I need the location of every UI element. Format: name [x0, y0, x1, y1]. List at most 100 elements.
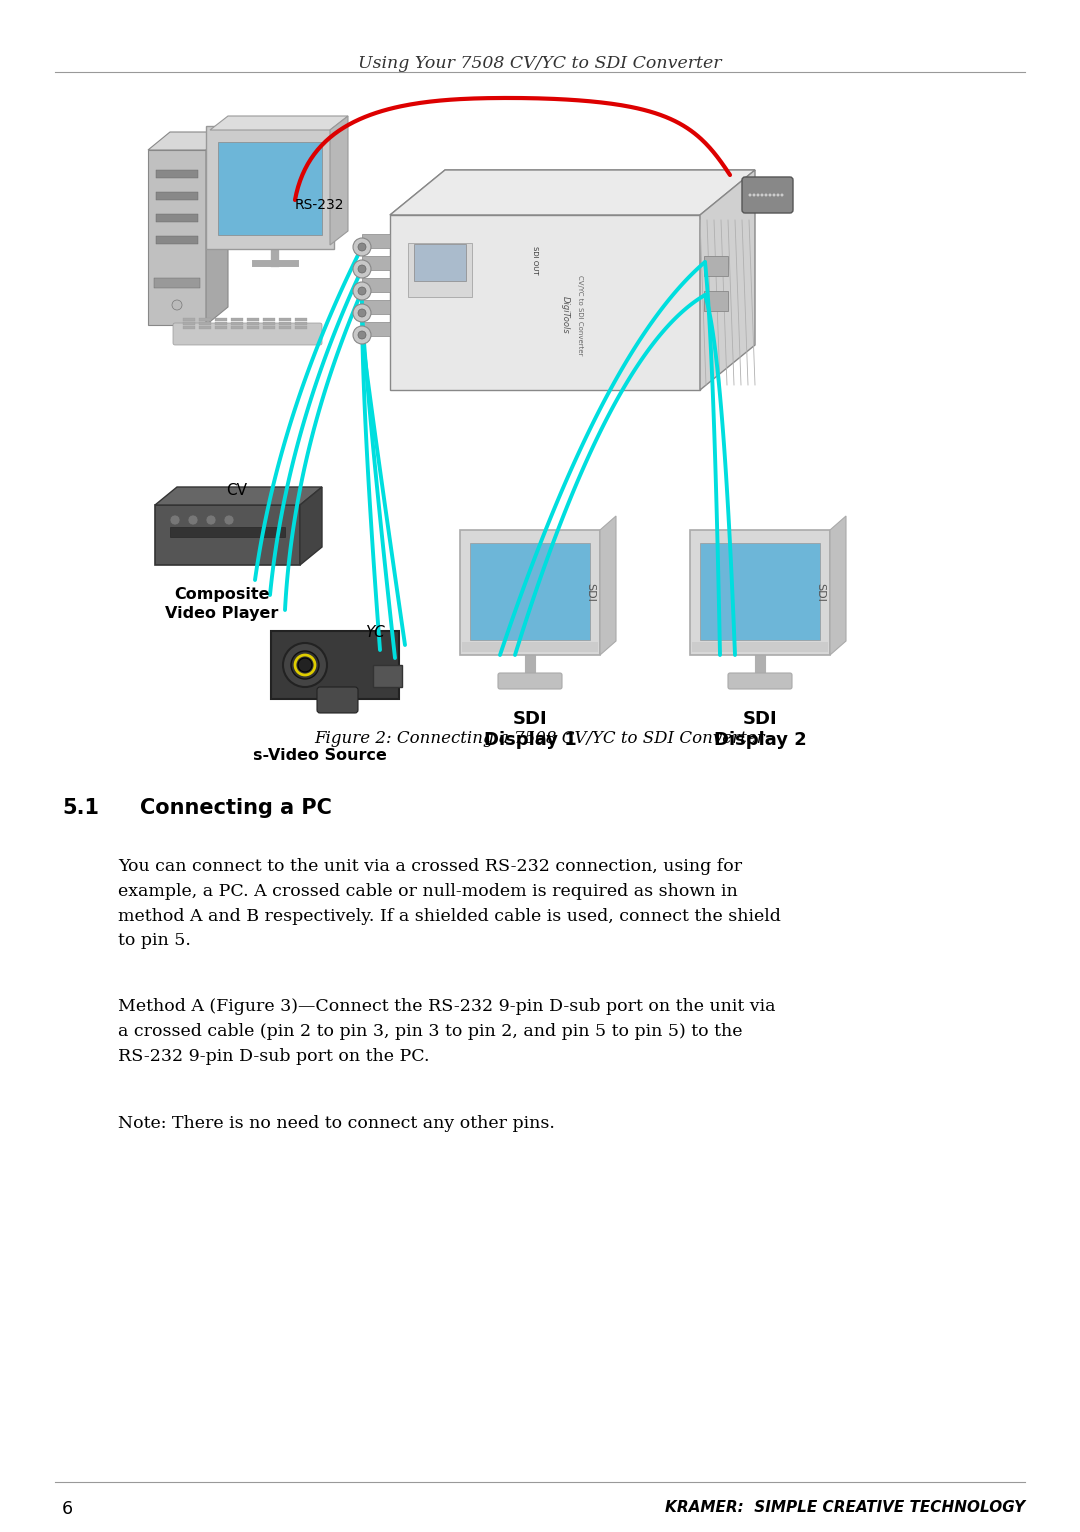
Circle shape	[357, 244, 366, 251]
FancyBboxPatch shape	[498, 673, 562, 689]
Polygon shape	[156, 487, 322, 506]
FancyBboxPatch shape	[408, 244, 472, 297]
FancyBboxPatch shape	[692, 642, 828, 653]
Circle shape	[206, 515, 216, 525]
FancyBboxPatch shape	[295, 322, 307, 325]
FancyBboxPatch shape	[470, 542, 590, 640]
FancyBboxPatch shape	[173, 323, 322, 345]
Text: SDI: SDI	[585, 582, 595, 602]
FancyBboxPatch shape	[460, 530, 600, 656]
FancyBboxPatch shape	[264, 326, 275, 329]
FancyBboxPatch shape	[728, 673, 792, 689]
FancyBboxPatch shape	[170, 527, 285, 538]
Text: Connecting a PC: Connecting a PC	[140, 798, 332, 818]
Circle shape	[353, 326, 372, 345]
FancyBboxPatch shape	[199, 326, 211, 329]
Polygon shape	[600, 516, 616, 656]
Circle shape	[298, 659, 312, 673]
FancyBboxPatch shape	[199, 319, 211, 322]
FancyBboxPatch shape	[247, 319, 259, 322]
Text: SDI OUT: SDI OUT	[532, 245, 538, 274]
FancyBboxPatch shape	[183, 322, 195, 325]
Circle shape	[357, 265, 366, 273]
FancyBboxPatch shape	[390, 214, 700, 391]
FancyBboxPatch shape	[215, 322, 227, 325]
Text: Method A (Figure 3)—Connect the RS-232 9-pin D-sub port on the unit via
a crosse: Method A (Figure 3)—Connect the RS-232 9…	[118, 997, 775, 1065]
Circle shape	[760, 193, 764, 196]
FancyBboxPatch shape	[206, 126, 334, 250]
Circle shape	[283, 643, 327, 686]
FancyBboxPatch shape	[700, 542, 820, 640]
FancyBboxPatch shape	[183, 326, 195, 329]
FancyBboxPatch shape	[156, 170, 198, 178]
Text: Figure 2: Connecting a 7508 CV/YC to SDI Converter: Figure 2: Connecting a 7508 CV/YC to SDI…	[314, 731, 766, 748]
Text: DigiTools: DigiTools	[561, 296, 569, 334]
FancyBboxPatch shape	[362, 256, 390, 270]
FancyBboxPatch shape	[704, 291, 728, 311]
Polygon shape	[390, 170, 755, 214]
Text: Composite
Video Player: Composite Video Player	[165, 587, 279, 620]
FancyBboxPatch shape	[279, 322, 291, 325]
Circle shape	[170, 515, 180, 525]
FancyBboxPatch shape	[362, 234, 390, 248]
Circle shape	[781, 193, 783, 196]
Text: 6: 6	[62, 1500, 73, 1518]
FancyBboxPatch shape	[156, 506, 300, 565]
Text: YC: YC	[365, 625, 384, 640]
FancyBboxPatch shape	[295, 319, 307, 322]
FancyBboxPatch shape	[362, 300, 390, 314]
FancyBboxPatch shape	[199, 322, 211, 325]
FancyBboxPatch shape	[279, 326, 291, 329]
FancyBboxPatch shape	[690, 530, 831, 656]
Circle shape	[772, 193, 775, 196]
FancyBboxPatch shape	[264, 319, 275, 322]
Circle shape	[753, 193, 756, 196]
Circle shape	[756, 193, 759, 196]
Circle shape	[188, 515, 198, 525]
Text: CV/YC to SDI Converter: CV/YC to SDI Converter	[577, 274, 583, 355]
Text: RS-232: RS-232	[295, 198, 345, 211]
Polygon shape	[330, 116, 348, 245]
Circle shape	[353, 303, 372, 322]
Polygon shape	[700, 170, 755, 391]
Text: SDI
Display 1: SDI Display 1	[484, 709, 577, 749]
Circle shape	[353, 237, 372, 256]
Polygon shape	[148, 132, 228, 150]
Polygon shape	[210, 116, 348, 130]
FancyBboxPatch shape	[247, 326, 259, 329]
FancyBboxPatch shape	[215, 326, 227, 329]
FancyBboxPatch shape	[373, 665, 402, 686]
FancyBboxPatch shape	[318, 686, 357, 712]
FancyBboxPatch shape	[414, 244, 465, 280]
FancyBboxPatch shape	[231, 319, 243, 322]
Circle shape	[777, 193, 780, 196]
FancyBboxPatch shape	[362, 277, 390, 293]
Circle shape	[291, 651, 319, 679]
Text: SDI
Display 2: SDI Display 2	[714, 709, 807, 749]
FancyBboxPatch shape	[742, 178, 793, 213]
Text: KRAMER:  SIMPLE CREATIVE TECHNOLOGY: KRAMER: SIMPLE CREATIVE TECHNOLOGY	[665, 1500, 1025, 1515]
FancyBboxPatch shape	[148, 150, 206, 325]
Text: SDI: SDI	[815, 582, 825, 602]
Text: 5.1: 5.1	[62, 798, 99, 818]
FancyBboxPatch shape	[271, 631, 399, 699]
FancyBboxPatch shape	[231, 326, 243, 329]
FancyBboxPatch shape	[156, 214, 198, 222]
FancyBboxPatch shape	[704, 256, 728, 276]
FancyBboxPatch shape	[154, 277, 200, 288]
Circle shape	[353, 282, 372, 300]
Text: Note: There is no need to connect any other pins.: Note: There is no need to connect any ot…	[118, 1115, 555, 1132]
FancyBboxPatch shape	[247, 322, 259, 325]
Circle shape	[357, 309, 366, 317]
Text: You can connect to the unit via a crossed RS-232 connection, using for
example, : You can connect to the unit via a crosse…	[118, 858, 781, 950]
Polygon shape	[831, 516, 846, 656]
Text: Using Your 7508 CV/YC to SDI Converter: Using Your 7508 CV/YC to SDI Converter	[359, 55, 721, 72]
FancyBboxPatch shape	[215, 319, 227, 322]
Text: s-Video Source: s-Video Source	[253, 748, 387, 763]
FancyBboxPatch shape	[156, 192, 198, 201]
Text: CV: CV	[227, 483, 247, 498]
Polygon shape	[300, 487, 322, 565]
FancyBboxPatch shape	[295, 326, 307, 329]
Polygon shape	[390, 170, 755, 214]
Polygon shape	[206, 132, 228, 325]
